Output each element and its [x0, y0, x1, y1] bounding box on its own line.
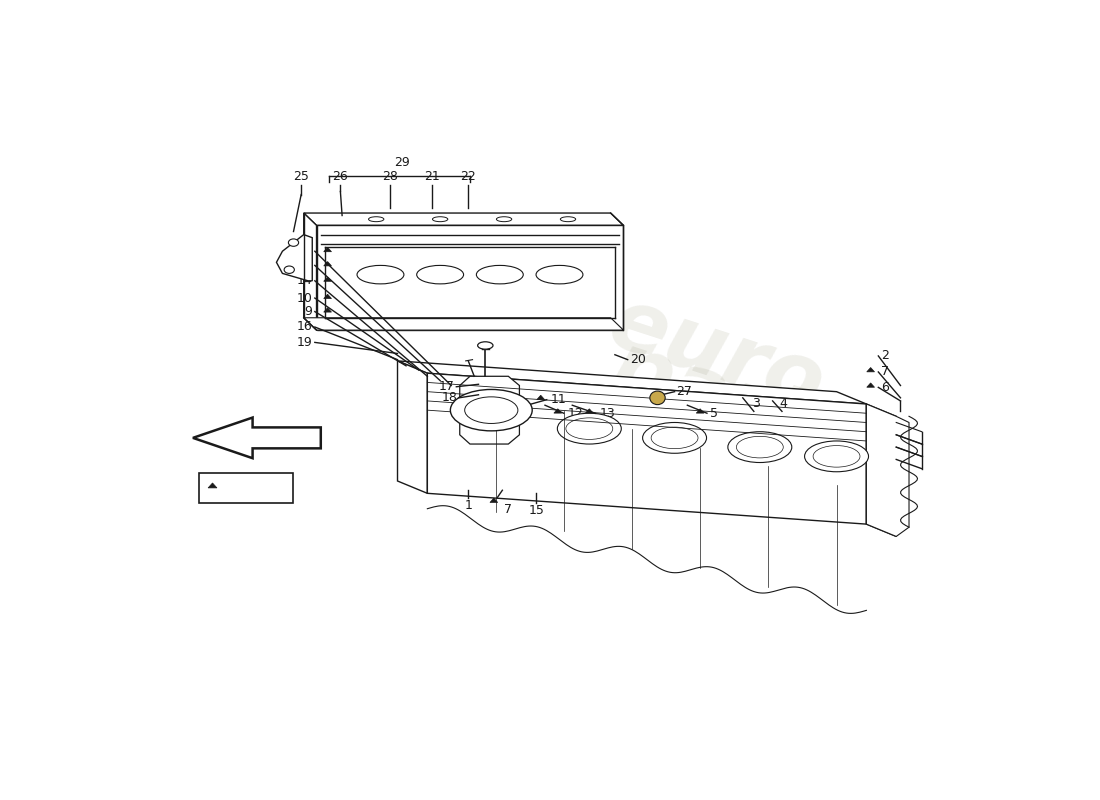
Polygon shape — [304, 318, 624, 330]
Polygon shape — [323, 262, 331, 266]
Text: 20: 20 — [630, 353, 646, 366]
Polygon shape — [192, 418, 321, 458]
Text: a passion for parts since 1985: a passion for parts since 1985 — [613, 441, 822, 490]
Text: 28: 28 — [382, 170, 398, 183]
Ellipse shape — [650, 391, 666, 405]
Polygon shape — [867, 367, 875, 372]
Polygon shape — [304, 213, 317, 330]
Polygon shape — [276, 234, 312, 281]
Text: parts: parts — [601, 325, 868, 483]
Text: 3: 3 — [751, 397, 759, 410]
Polygon shape — [323, 247, 331, 252]
Polygon shape — [867, 404, 896, 537]
Text: 6: 6 — [881, 381, 889, 394]
Polygon shape — [867, 404, 909, 537]
Polygon shape — [460, 376, 519, 444]
Text: 10: 10 — [296, 291, 312, 305]
Text: 7: 7 — [881, 366, 889, 378]
Ellipse shape — [642, 422, 706, 454]
Polygon shape — [585, 409, 593, 413]
Text: 5: 5 — [711, 406, 718, 420]
Polygon shape — [323, 308, 331, 312]
Polygon shape — [323, 277, 331, 282]
Ellipse shape — [565, 418, 613, 439]
Polygon shape — [208, 483, 217, 488]
Ellipse shape — [432, 217, 448, 222]
Polygon shape — [490, 498, 497, 502]
Ellipse shape — [804, 441, 869, 472]
Text: 12: 12 — [568, 406, 584, 420]
Text: 11: 11 — [551, 393, 566, 406]
Ellipse shape — [813, 446, 860, 467]
Ellipse shape — [284, 266, 295, 274]
Ellipse shape — [536, 266, 583, 284]
Text: 27: 27 — [676, 385, 692, 398]
Text: euro: euro — [600, 281, 835, 428]
Ellipse shape — [476, 266, 524, 284]
Text: 29: 29 — [394, 156, 409, 169]
Text: = 1: = 1 — [222, 482, 245, 494]
Text: 16: 16 — [297, 321, 312, 334]
Text: 2: 2 — [881, 350, 889, 362]
Text: 26: 26 — [332, 170, 349, 183]
Ellipse shape — [358, 266, 404, 284]
Text: 7: 7 — [504, 502, 513, 515]
Polygon shape — [323, 294, 331, 298]
Polygon shape — [696, 409, 704, 413]
Polygon shape — [554, 409, 562, 413]
Polygon shape — [397, 361, 427, 494]
Ellipse shape — [288, 239, 298, 246]
Ellipse shape — [560, 217, 575, 222]
Text: 19: 19 — [297, 336, 312, 349]
Text: 25: 25 — [294, 170, 309, 183]
Text: 17: 17 — [439, 380, 454, 394]
Ellipse shape — [477, 342, 493, 349]
Text: 1: 1 — [464, 499, 472, 513]
Text: 22: 22 — [461, 170, 476, 183]
Text: 13: 13 — [600, 406, 615, 420]
Polygon shape — [397, 361, 867, 404]
Text: 4: 4 — [780, 397, 788, 410]
Text: 14: 14 — [297, 274, 312, 287]
Polygon shape — [304, 213, 624, 226]
Polygon shape — [427, 373, 867, 524]
Ellipse shape — [368, 217, 384, 222]
Text: 8: 8 — [305, 259, 312, 272]
Ellipse shape — [728, 432, 792, 462]
Ellipse shape — [417, 266, 463, 284]
Text: 21: 21 — [425, 170, 440, 183]
Bar — [199, 473, 293, 502]
Ellipse shape — [736, 436, 783, 458]
Ellipse shape — [450, 390, 532, 431]
Text: 6: 6 — [305, 245, 312, 258]
Text: 9: 9 — [305, 305, 312, 318]
Polygon shape — [867, 383, 875, 387]
Text: 15: 15 — [528, 504, 544, 517]
Text: 18: 18 — [441, 391, 458, 404]
Polygon shape — [317, 226, 624, 330]
Ellipse shape — [651, 427, 698, 449]
Polygon shape — [537, 395, 544, 399]
Ellipse shape — [496, 217, 512, 222]
Ellipse shape — [464, 397, 518, 423]
Ellipse shape — [558, 414, 622, 444]
